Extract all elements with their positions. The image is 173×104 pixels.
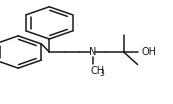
Text: CH: CH <box>90 66 105 76</box>
Text: OH: OH <box>142 47 157 57</box>
Text: 3: 3 <box>99 69 104 78</box>
Text: N: N <box>89 47 96 57</box>
